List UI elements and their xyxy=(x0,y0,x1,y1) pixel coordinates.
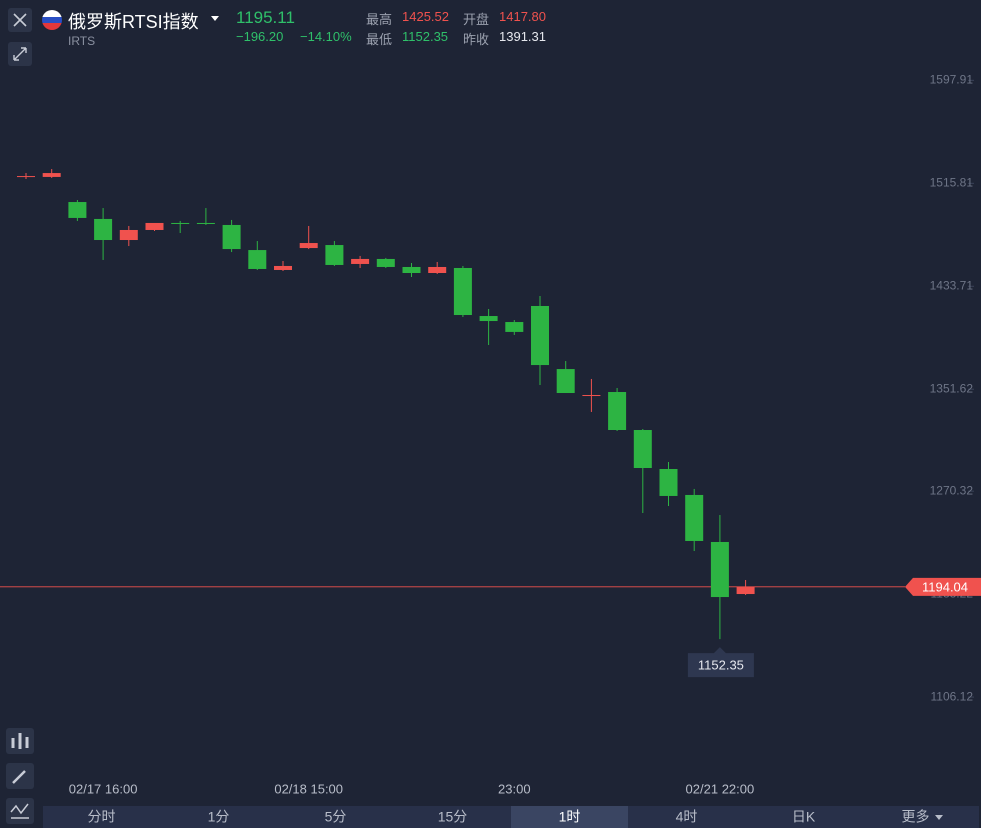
candle-body xyxy=(171,222,190,224)
price-tag xyxy=(905,577,981,596)
y-tick-label: 1597.91 xyxy=(930,73,974,87)
candle-body xyxy=(710,541,729,598)
candle-body xyxy=(299,243,318,249)
candle-body xyxy=(736,587,755,595)
y-tick-label: 1351.62 xyxy=(930,381,974,395)
candle-body xyxy=(376,258,395,267)
stat-value: 1417.80 xyxy=(499,9,546,24)
x-tick-label: 02/18 15:00 xyxy=(274,781,343,796)
last-price: 1195.11 xyxy=(236,8,295,27)
tab[interactable]: 分时 xyxy=(88,809,116,825)
low-label: 1152.35 xyxy=(698,658,744,673)
tab[interactable]: 更多 xyxy=(902,809,930,825)
indicator-icon xyxy=(11,733,29,749)
tab[interactable]: 5分 xyxy=(325,809,347,825)
shrink-icon xyxy=(13,47,27,61)
candle-body xyxy=(402,266,421,273)
candle-body xyxy=(325,245,344,265)
dropdown-caret[interactable] xyxy=(211,16,219,21)
candle-body xyxy=(659,469,678,496)
candle-body xyxy=(248,250,267,269)
stat-value: 1391.31 xyxy=(499,29,546,44)
x-tick-label: 02/17 16:00 xyxy=(69,781,138,796)
instrument-name[interactable]: 俄罗斯RTSI指数 xyxy=(68,12,199,32)
candle-body xyxy=(351,258,370,264)
y-tick-label: 1270.32 xyxy=(930,483,974,497)
close-icon xyxy=(13,13,27,27)
tab[interactable]: 1时 xyxy=(559,809,581,825)
candle-body xyxy=(17,176,35,178)
change-pct: −14.10% xyxy=(300,29,352,44)
candle-body xyxy=(505,322,524,332)
more-caret[interactable] xyxy=(935,815,943,820)
tab[interactable]: 1分 xyxy=(208,809,230,825)
tab[interactable]: 4时 xyxy=(676,809,698,825)
stat-value: 1152.35 xyxy=(402,29,449,44)
candle-body xyxy=(685,494,704,541)
flag xyxy=(42,10,62,30)
x-tick-label: 02/21 22:00 xyxy=(686,781,755,796)
candle-body xyxy=(68,202,87,218)
chart-type-icon xyxy=(10,803,29,819)
stat-label: 最低 xyxy=(366,32,393,47)
tab[interactable]: 15分 xyxy=(438,809,468,825)
draw-icon xyxy=(12,770,26,784)
low-callout xyxy=(687,647,754,678)
candle-body xyxy=(42,173,61,177)
stat-label: 昨收 xyxy=(463,32,490,47)
candle-body xyxy=(582,395,601,397)
stat-label: 最高 xyxy=(366,12,393,27)
candle-body xyxy=(531,305,549,366)
candle-body xyxy=(94,218,113,241)
candle-body xyxy=(222,224,241,250)
candle-body xyxy=(453,267,472,316)
candle-body xyxy=(119,229,138,241)
candle-body xyxy=(145,222,164,230)
stat-label: 开盘 xyxy=(463,12,490,27)
y-tick-label: 1433.71 xyxy=(930,278,974,292)
candle-body xyxy=(196,222,215,224)
price-tag-label: 1194.04 xyxy=(922,579,968,594)
candle-body xyxy=(428,266,447,273)
y-tick-label: 1106.12 xyxy=(931,689,974,703)
candle-body xyxy=(556,369,575,394)
candle-body xyxy=(274,265,292,270)
stat-value: 1425.52 xyxy=(402,9,449,24)
change: −196.20 xyxy=(236,29,284,44)
instrument-code: IRTS xyxy=(68,34,96,48)
candle-body xyxy=(479,316,498,322)
candle-body xyxy=(633,430,652,468)
x-tick-label: 23:00 xyxy=(498,781,531,796)
tab-active-bg xyxy=(511,806,628,828)
y-tick-label: 1515.81 xyxy=(930,175,974,189)
tab[interactable]: 日K xyxy=(792,809,816,825)
candle-body xyxy=(608,392,627,431)
